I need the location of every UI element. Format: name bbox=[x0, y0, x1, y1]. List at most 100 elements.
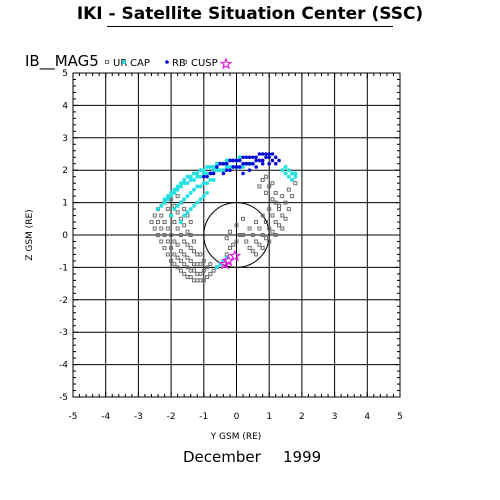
point-cap bbox=[290, 171, 295, 176]
point-cap bbox=[283, 164, 288, 169]
legend-marker-ur-2 bbox=[183, 60, 187, 64]
point-ur bbox=[185, 213, 190, 218]
point-rb bbox=[260, 158, 265, 163]
point-ur bbox=[182, 262, 187, 267]
point-cap bbox=[191, 177, 196, 182]
point-rb bbox=[267, 155, 272, 160]
point-rb bbox=[267, 161, 272, 166]
earth-outline bbox=[203, 202, 270, 268]
point-rb bbox=[231, 165, 236, 169]
point-ur bbox=[273, 233, 278, 237]
series-cusp bbox=[218, 249, 242, 270]
point-ur bbox=[198, 278, 203, 283]
point-ur bbox=[172, 262, 177, 267]
point-cap bbox=[188, 207, 193, 212]
point-ur bbox=[244, 239, 249, 244]
point-rb bbox=[228, 158, 232, 163]
y-tick-label: 2 bbox=[62, 166, 68, 176]
point-cap bbox=[286, 168, 291, 173]
x-tick-label: -4 bbox=[101, 412, 110, 422]
point-rb bbox=[234, 165, 239, 169]
point-ur bbox=[162, 220, 167, 225]
point-cap bbox=[169, 213, 174, 218]
point-ur bbox=[149, 220, 154, 225]
point-ur bbox=[286, 207, 291, 212]
point-rb bbox=[251, 155, 255, 160]
date-year: 1999 bbox=[283, 448, 321, 466]
point-ur bbox=[273, 200, 278, 205]
point-rb bbox=[224, 161, 229, 166]
point-ur bbox=[227, 245, 232, 250]
point-rb bbox=[247, 161, 252, 166]
point-cap bbox=[241, 164, 246, 169]
point-rb bbox=[244, 155, 249, 160]
x-tick-label: 3 bbox=[332, 412, 338, 422]
point-ur bbox=[263, 190, 268, 195]
point-cap bbox=[224, 158, 229, 163]
point-ur bbox=[270, 197, 275, 202]
point-rb bbox=[237, 158, 242, 163]
y-tick-label: 0 bbox=[62, 231, 68, 241]
point-cap bbox=[198, 174, 203, 179]
point-cap bbox=[162, 200, 167, 205]
x-tick-label: -3 bbox=[134, 412, 143, 422]
point-ur bbox=[273, 220, 278, 225]
point-ur bbox=[182, 223, 187, 228]
point-rb bbox=[244, 161, 249, 166]
point-ur bbox=[273, 190, 278, 195]
y-axis-title: Z GSM (RE) bbox=[25, 209, 35, 260]
series-rb bbox=[202, 152, 281, 179]
point-ur bbox=[205, 265, 210, 270]
point-cap bbox=[195, 171, 200, 176]
point-cap bbox=[283, 171, 288, 176]
point-rb bbox=[264, 152, 268, 156]
point-ur bbox=[169, 233, 174, 237]
point-ur bbox=[260, 213, 265, 218]
point-cap bbox=[214, 265, 219, 270]
point-cap bbox=[188, 190, 193, 195]
point-ur bbox=[290, 194, 295, 199]
point-cap bbox=[208, 164, 213, 169]
point-ur bbox=[191, 239, 196, 244]
point-ur bbox=[224, 252, 229, 257]
point-cap bbox=[156, 207, 161, 212]
point-ur bbox=[254, 220, 259, 225]
point-ur bbox=[270, 213, 275, 218]
plot-frame bbox=[72, 72, 401, 398]
legend-marker-cusp bbox=[219, 57, 233, 70]
point-ur bbox=[250, 249, 255, 254]
point-ur bbox=[165, 239, 170, 244]
point-ur bbox=[257, 242, 262, 247]
point-ur bbox=[191, 249, 196, 254]
point-cusp bbox=[228, 249, 242, 262]
point-cap bbox=[293, 174, 298, 179]
point-rb bbox=[260, 161, 265, 166]
point-ur bbox=[162, 233, 167, 237]
point-ur bbox=[198, 271, 203, 276]
point-ur bbox=[172, 239, 177, 244]
point-ur bbox=[185, 229, 190, 234]
point-ur bbox=[224, 236, 229, 241]
point-ur bbox=[283, 216, 288, 221]
point-rb bbox=[260, 152, 265, 156]
point-cap bbox=[280, 168, 285, 173]
x-tick-label: 4 bbox=[364, 412, 370, 422]
point-cap bbox=[205, 190, 210, 195]
point-ur bbox=[188, 245, 193, 250]
point-ur bbox=[201, 268, 206, 273]
point-ur bbox=[280, 226, 285, 231]
point-rb bbox=[270, 158, 275, 163]
point-cap bbox=[195, 200, 200, 205]
point-ur bbox=[165, 226, 170, 231]
point-rb bbox=[254, 155, 258, 160]
point-ur bbox=[277, 207, 282, 212]
point-ur bbox=[156, 220, 161, 225]
legend-label-ur: UR bbox=[113, 58, 127, 69]
x-tick-label: 1 bbox=[266, 412, 272, 422]
point-cap bbox=[195, 174, 200, 179]
point-rb bbox=[211, 171, 216, 176]
point-rb bbox=[215, 165, 219, 169]
point-ur bbox=[257, 226, 262, 231]
point-ur bbox=[175, 255, 180, 260]
point-ur bbox=[211, 268, 216, 273]
